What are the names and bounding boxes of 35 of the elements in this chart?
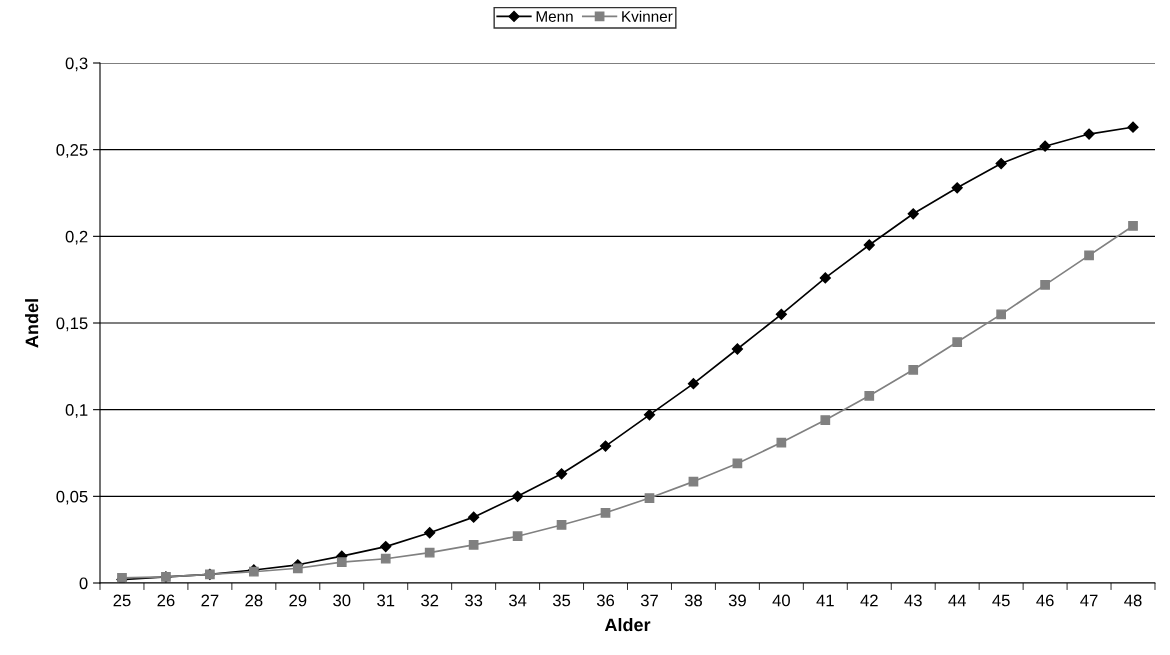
x-tick-label: 34 xyxy=(508,594,527,607)
x-tick-label: 47 xyxy=(1080,594,1098,607)
x-tick-label: 45 xyxy=(992,594,1010,607)
y-tick-label: 0,25 xyxy=(56,144,88,158)
x-tick-label: 27 xyxy=(201,594,219,607)
y-tick-label: 0,05 xyxy=(56,490,88,505)
x-tick-label: 36 xyxy=(596,594,615,607)
x-tick-label: 26 xyxy=(157,594,175,607)
y-tick-label: 0,1 xyxy=(65,404,88,418)
legend-label: Kvinner xyxy=(622,10,673,22)
x-tick-label: 25 xyxy=(113,594,131,607)
x-tick-label: 46 xyxy=(1036,594,1054,607)
x-tick-label: 44 xyxy=(948,594,966,607)
x-tick-label: 40 xyxy=(772,594,790,607)
x-tick-label: 30 xyxy=(333,594,351,607)
x-tick-label: 37 xyxy=(640,594,658,607)
x-tick-label: 38 xyxy=(684,594,702,607)
x-tick-label: 39 xyxy=(728,594,746,607)
x-tick-label: 43 xyxy=(904,594,922,607)
x-tick-label: 31 xyxy=(377,594,395,607)
x-tick-label: 32 xyxy=(421,594,439,607)
x-tick-label: 48 xyxy=(1124,594,1142,607)
x-tick-label: 42 xyxy=(860,594,878,607)
x-axis-title: Alder xyxy=(604,617,651,632)
x-tick-label: 33 xyxy=(465,594,483,607)
legend-label: Menn xyxy=(536,11,573,22)
x-tick-label: 41 xyxy=(816,594,834,607)
x-tick-label: 28 xyxy=(245,594,263,607)
y-tick-label: 0,15 xyxy=(56,317,88,332)
y-tick-label: 0,2 xyxy=(65,230,88,245)
x-tick-label: 35 xyxy=(552,594,571,607)
x-tick-label: 29 xyxy=(289,594,307,607)
y-axis-title: Andel xyxy=(25,299,39,348)
y-tick-label: 0 xyxy=(79,577,88,590)
y-tick-label: 0,3 xyxy=(65,57,88,72)
